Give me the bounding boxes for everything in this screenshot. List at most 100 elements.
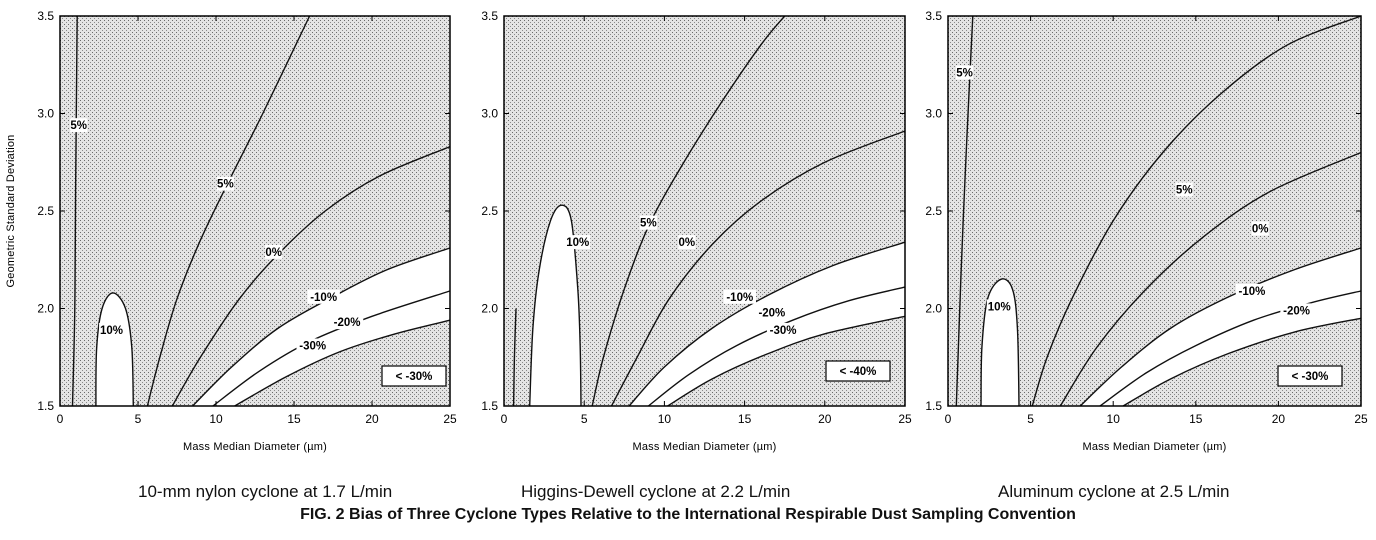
y-tick-label: 2.0 (481, 302, 498, 316)
contour-label: -30% (299, 341, 326, 353)
x-tick-label: 15 (287, 412, 301, 426)
x-tick-label: 10 (209, 412, 223, 426)
contour-label: -10% (726, 292, 753, 304)
contour-line (529, 204, 582, 407)
contour-line (1059, 151, 1362, 407)
low-bias-region (667, 316, 905, 406)
contour-line (647, 286, 906, 407)
contour-label: 0% (1252, 224, 1269, 236)
figure-title: FIG. 2 Bias of Three Cyclone Types Relat… (300, 506, 1076, 523)
x-tick-label: 10 (658, 412, 672, 426)
x-axis-label: Mass Median Diameter (µm) (633, 441, 777, 453)
contour-label: -10% (1239, 286, 1266, 298)
x-tick-label: 5 (1027, 412, 1034, 426)
y-tick-label: 2.0 (925, 302, 942, 316)
x-tick-label: 5 (581, 412, 588, 426)
y-tick-label: 1.5 (925, 399, 942, 413)
y-tick-label: 2.5 (925, 204, 942, 218)
y-tick-label: 3.5 (37, 9, 54, 23)
contour-label: 0% (265, 247, 282, 259)
x-tick-label: 0 (57, 412, 64, 426)
region-label: < -30% (396, 371, 433, 383)
contour-label-bg (755, 305, 789, 320)
contour-label-bg (1280, 303, 1313, 318)
contour-line (192, 247, 451, 407)
contour-label-bg (99, 322, 124, 337)
contour-label: 10% (566, 237, 589, 249)
contour-label: 5% (217, 179, 234, 191)
contour-label-bg (986, 299, 1012, 314)
contour-line (628, 241, 906, 407)
contour-line (980, 278, 1020, 407)
contour-line (71, 15, 78, 407)
contour-label-bg (1235, 283, 1269, 298)
y-axis-label: Geometric Standard Deviation (5, 135, 17, 288)
contour-label: 10% (100, 325, 123, 337)
contour-line (95, 292, 134, 407)
y-tick-label: 1.5 (481, 399, 498, 413)
contour-label-bg (307, 289, 340, 304)
contour-label-bg (678, 235, 696, 250)
region-label-box (381, 365, 447, 387)
contour-line (1122, 317, 1362, 407)
contour-label: 10% (988, 302, 1011, 314)
x-tick-label: 25 (898, 412, 912, 426)
x-tick-label: 15 (1189, 412, 1203, 426)
contour-label: 5% (1176, 185, 1193, 197)
panel-1-caption: 10-mm nylon cyclone at 1.7 L/min (138, 482, 393, 501)
x-tick-label: 25 (1354, 412, 1368, 426)
contour-line (146, 15, 311, 407)
x-axis-label: Mass Median Diameter (µm) (1083, 441, 1227, 453)
contour-line (1031, 15, 1362, 407)
y-tick-label: 2.5 (481, 204, 498, 218)
y-tick-label: 3.5 (481, 9, 498, 23)
contour-line (610, 130, 906, 407)
x-tick-label: 0 (501, 412, 508, 426)
contour-label-bg (1175, 182, 1193, 197)
contour-label-bg (723, 289, 756, 304)
contour-line (1099, 290, 1362, 407)
contour-label: -20% (758, 307, 785, 319)
x-tick-label: 20 (1272, 412, 1286, 426)
y-tick-label: 3.0 (481, 107, 498, 121)
contour-label: 5% (640, 218, 657, 230)
contour-label-bg (766, 322, 800, 337)
y-tick-label: 2.0 (37, 302, 54, 316)
contour-panel-3: 0 5 10 15 20 25 1.5 2.0 2.5 3.0 3.5 Mass Median Dia… (925, 9, 1368, 453)
contour-label: 5% (70, 120, 87, 132)
contour-label-bg (955, 65, 974, 80)
contour-label: 0% (679, 237, 696, 249)
contour-label-bg (1251, 221, 1269, 236)
x-axis-label: Mass Median Diameter (µm) (183, 441, 327, 453)
panel-3-caption: Aluminum cyclone at 2.5 L/min (998, 482, 1230, 501)
ten-percent-region (95, 292, 134, 406)
y-tick-label: 1.5 (37, 399, 54, 413)
region-label: < -40% (840, 366, 877, 378)
region-label: < -30% (1292, 371, 1329, 383)
contour-label-bg (216, 176, 234, 191)
contour-label-bg (296, 338, 329, 353)
contour-label: -10% (310, 292, 337, 304)
contour-label: 5% (956, 68, 973, 80)
x-tick-label: 0 (945, 412, 952, 426)
region-label-box (825, 360, 891, 382)
contour-label-bg (265, 244, 283, 259)
contour-line (512, 308, 517, 407)
contour-label-bg (639, 215, 657, 230)
x-tick-label: 25 (443, 412, 457, 426)
region-label-box (1277, 365, 1343, 387)
x-tick-label: 15 (738, 412, 752, 426)
y-tick-label: 3.0 (925, 107, 942, 121)
contour-label-bg (70, 118, 88, 133)
x-tick-label: 20 (365, 412, 379, 426)
contour-label-bg (330, 315, 364, 330)
contour-line (1079, 247, 1362, 407)
contour-panel-2: 0 5 10 15 20 25 1.5 2.0 2.5 3.0 3.5 Mass Median Dia… (481, 9, 912, 453)
contour-line (234, 319, 451, 407)
contour-line (667, 315, 906, 407)
x-tick-label: 10 (1107, 412, 1121, 426)
contour-label: -20% (1283, 305, 1310, 317)
y-tick-label: 3.5 (925, 9, 942, 23)
panel-2-caption: Higgins-Dewell cyclone at 2.2 L/min (521, 482, 791, 501)
